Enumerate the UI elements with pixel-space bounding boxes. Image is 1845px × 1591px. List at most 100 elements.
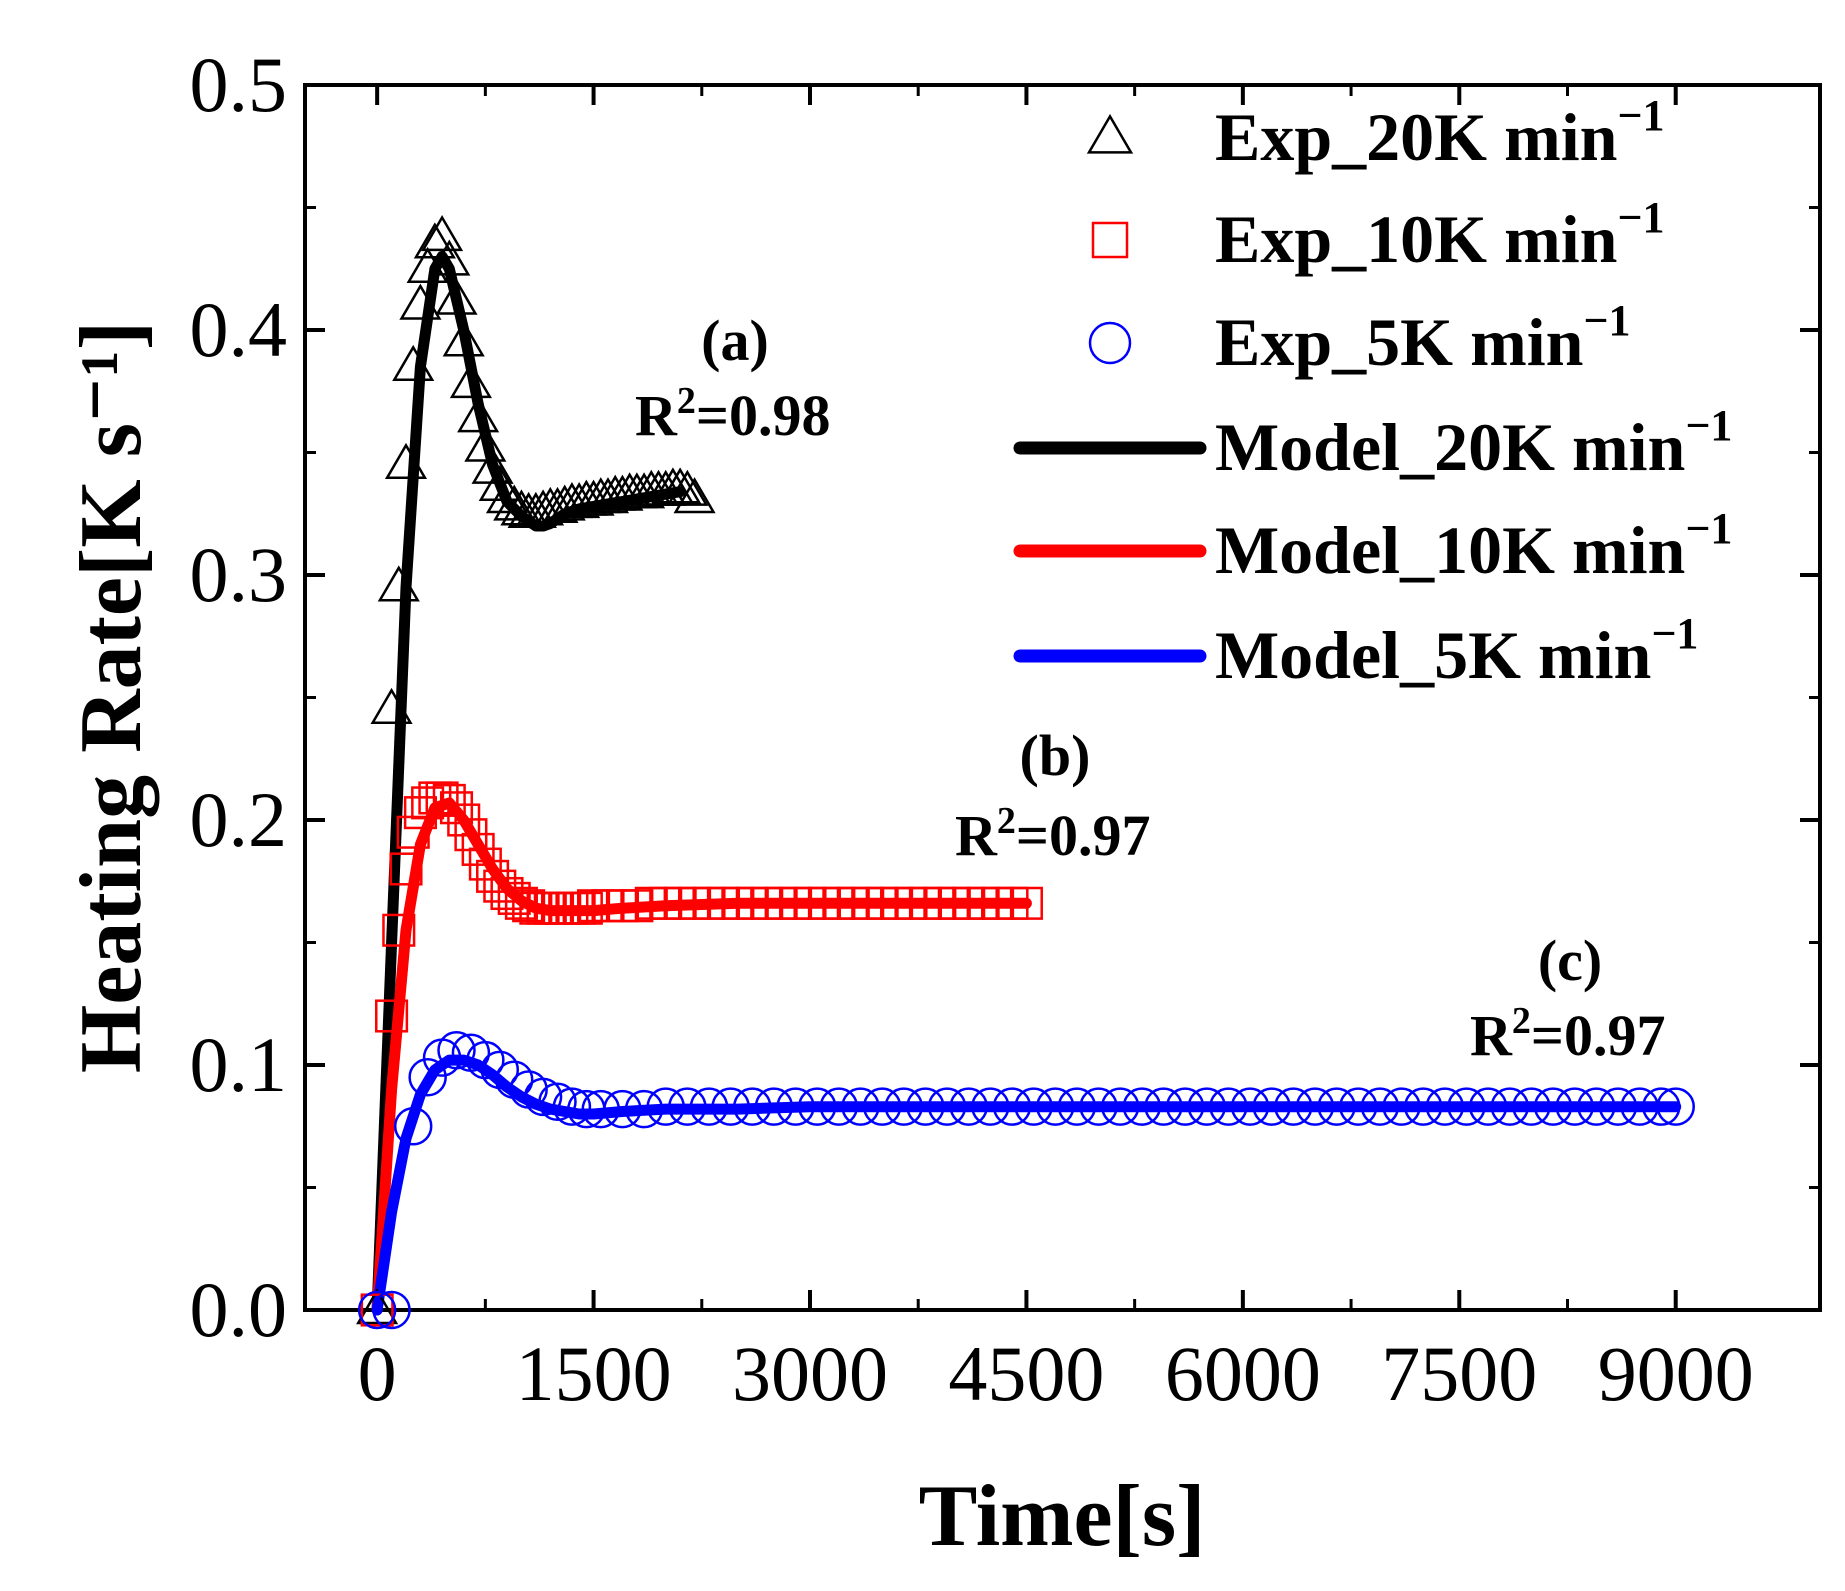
data-point <box>382 913 416 947</box>
annotation-b-label: (b) <box>1020 723 1091 788</box>
data-point <box>1512 1087 1551 1126</box>
data-point <box>1317 1087 1356 1126</box>
data-point <box>538 1082 577 1121</box>
annotation-c-r2-sup: 2 <box>1512 1000 1531 1042</box>
data-point <box>413 222 456 259</box>
data-point <box>428 239 471 276</box>
y-tick-label: 0.2 <box>190 776 288 863</box>
data-point <box>711 1087 750 1126</box>
data-point <box>624 1089 664 1129</box>
data-point <box>406 246 449 283</box>
legend-item: Exp_10K min−1 <box>1091 193 1665 277</box>
data-point <box>1447 1087 1486 1126</box>
legend-label-main: Model_5K min <box>1215 617 1651 693</box>
annotation-a-label: (a) <box>701 308 769 373</box>
data-point <box>862 1087 902 1126</box>
legend-label: Exp_20K min−1 <box>1215 91 1665 175</box>
annotation-c-r2: R2=0.97 <box>1470 1000 1665 1068</box>
data-point <box>457 396 500 433</box>
data-point <box>776 1087 815 1126</box>
legend-label-main: Model_20K min <box>1215 409 1685 485</box>
data-point <box>1382 1087 1421 1126</box>
annotation-b: (b) R2=0.97 <box>955 723 1150 868</box>
data-point <box>884 1087 924 1126</box>
series-line-path <box>371 1054 1682 1316</box>
data-point <box>1036 1087 1075 1126</box>
data-point <box>733 1087 772 1126</box>
data-point <box>1100 1087 1140 1126</box>
data-point <box>372 1290 411 1330</box>
data-point <box>906 1087 945 1126</box>
annotation-b-r2-prefix: R <box>955 803 998 868</box>
annotation-c-r2-prefix: R <box>1470 1003 1513 1068</box>
data-point <box>1079 1087 1118 1126</box>
legend-marker <box>1088 321 1132 365</box>
legend-label: Exp_10K min−1 <box>1215 193 1665 277</box>
series-exp-5k-minpoints <box>357 1031 1695 1330</box>
annotation-a-r2-prefix: R <box>635 383 678 448</box>
data-point <box>360 1293 394 1327</box>
x-tick-label: 3000 <box>732 1330 888 1417</box>
legend-label-main: Model_10K min <box>1215 512 1685 588</box>
data-point <box>819 1087 859 1126</box>
data-point <box>668 1087 707 1126</box>
y-axis-title: Heating Rate[K s⁻¹] <box>63 321 160 1073</box>
data-point <box>552 1087 592 1126</box>
data-point <box>1014 1087 1053 1126</box>
annotation-b-r2-sup: 2 <box>997 800 1016 842</box>
x-tick-label: 1500 <box>516 1330 672 1417</box>
annotation-c-r2-value: =0.97 <box>1531 1003 1666 1068</box>
data-point <box>393 1107 433 1146</box>
data-point <box>949 1087 988 1126</box>
data-point <box>523 1077 563 1117</box>
legend-label-sup: −1 <box>1583 296 1630 345</box>
data-point <box>1577 1087 1616 1126</box>
series-exp-10k-minpoints <box>360 781 1043 1327</box>
data-point <box>1295 1087 1335 1126</box>
data-point <box>673 477 716 514</box>
data-point <box>1642 1087 1681 1126</box>
annotation-a-r2: R2=0.98 <box>635 380 830 448</box>
y-tick-label: 0.3 <box>190 531 288 618</box>
data-point <box>442 320 485 357</box>
data-point <box>841 1087 880 1126</box>
x-tick-label: 0 <box>358 1330 397 1417</box>
data-point <box>1057 1087 1097 1126</box>
y-tick-label: 0.4 <box>190 286 288 373</box>
y-tick-label: 0.5 <box>190 41 288 128</box>
data-point <box>603 1089 642 1129</box>
data-point <box>356 1288 399 1325</box>
data-point <box>377 565 420 602</box>
data-point <box>357 1290 397 1330</box>
data-point <box>466 1040 505 1080</box>
data-point <box>1144 1087 1183 1126</box>
data-point <box>1656 1087 1695 1126</box>
plot-marks <box>356 214 1695 1330</box>
legend-label-sup: −1 <box>1617 193 1664 242</box>
data-point <box>449 361 493 399</box>
data-point <box>666 469 709 506</box>
axis-ticks <box>305 83 1820 1312</box>
legend-label: Model_20K min−1 <box>1215 401 1732 485</box>
data-point <box>1122 1087 1162 1126</box>
data-point <box>581 1089 621 1129</box>
x-axis-title: Time[s] <box>919 1468 1206 1565</box>
data-point <box>1187 1087 1227 1126</box>
annotation-b-r2-value: =0.97 <box>1016 803 1151 868</box>
data-point <box>1209 1087 1248 1126</box>
data-point <box>480 1050 520 1090</box>
annotation-b-r2: R2=0.97 <box>955 800 1150 868</box>
y-tick-label: 0.0 <box>190 1266 288 1353</box>
series-model-5k-minline <box>371 1054 1682 1316</box>
legend-label: Exp_5K min−1 <box>1215 296 1631 380</box>
data-point <box>1533 1087 1573 1126</box>
data-point <box>992 1087 1032 1126</box>
legend-label-sup: −1 <box>1651 609 1698 658</box>
y-tick-labels: 0.0 0.1 0.2 0.3 0.4 0.5 <box>190 41 288 1353</box>
data-point <box>1425 1087 1465 1126</box>
x-tick-label: 7500 <box>1381 1330 1537 1417</box>
data-point <box>797 1087 837 1126</box>
legend-item: Model_5K min−1 <box>1013 609 1698 693</box>
data-point <box>1274 1087 1313 1126</box>
